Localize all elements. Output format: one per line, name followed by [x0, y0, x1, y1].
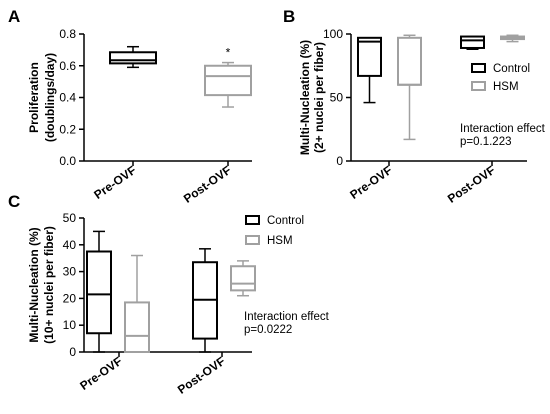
legend-swatch: [471, 81, 486, 91]
panel-letter: A: [8, 7, 20, 26]
x-tick-label: Post-OVF: [445, 163, 498, 206]
box-iqr: [86, 250, 112, 335]
legend-label: Control: [493, 63, 530, 75]
panel-letter: C: [8, 192, 20, 211]
interaction-effect-label: Interaction effect: [460, 123, 546, 135]
y-tick-label: 0.2: [59, 122, 76, 136]
y-tick-label: 0: [336, 154, 343, 168]
panel-b: B 0 50 100 Pre-OVF Post-OVF Multi-Nucleation (…: [283, 7, 546, 206]
box-plot: [109, 45, 157, 69]
y-tick-label: 50: [330, 91, 344, 105]
y-tick-label: 0.8: [59, 27, 76, 41]
panel-a: A 0.0 0.2 0.4 0.6 0.8 Pre-OVF Post-OVF Prolifera…: [8, 7, 252, 206]
y-tick-label: 0.4: [59, 91, 76, 105]
y-axis-subtitle: (10+ nuclei per fiber): [42, 226, 56, 344]
y-axis-subtitle: (doublings/day): [43, 53, 57, 142]
box-plot: [230, 260, 256, 297]
box-plot: [124, 254, 150, 354]
box-plot: [460, 35, 485, 50]
interaction-effect-label: Interaction effect: [244, 311, 330, 323]
y-axis-title: Proliferation: [27, 62, 41, 133]
legend-label: HSM: [267, 235, 293, 247]
x-tick-label: Pre-OVF: [77, 354, 124, 393]
box-iqr: [460, 35, 485, 49]
y-tick-label: 40: [63, 238, 77, 252]
x-tick-label: Post-OVF: [181, 163, 234, 206]
box-iqr: [397, 36, 422, 86]
x-tick-label: Post-OVF: [175, 354, 228, 397]
legend-swatch: [471, 63, 486, 73]
box-iqr: [357, 36, 382, 77]
box-plot: [192, 248, 218, 353]
y-axis-title: Multi-Nucleation (%): [27, 227, 41, 342]
y-axis-title: Multi-Nucleation (%): [298, 40, 312, 155]
legend-swatch: [245, 235, 260, 245]
y-tick-label: 30: [63, 265, 77, 279]
box-iqr: [230, 265, 256, 292]
y-tick-label: 100: [323, 27, 343, 41]
box-plot: [397, 34, 422, 141]
x-tick-label: Pre-OVF: [91, 163, 138, 202]
box-plot: *: [204, 46, 252, 108]
legend-label: Control: [267, 215, 304, 227]
box-plot: [500, 34, 525, 43]
interaction-p-value: p=0.0222: [244, 324, 292, 336]
panel-c: C 0 10 20 30 40 50 Pre-OVF Post-OVF Multi-Nucleat…: [8, 192, 330, 397]
y-tick-label: 0.6: [59, 59, 76, 73]
box-plot: [86, 230, 112, 353]
box-iqr: [204, 64, 252, 97]
y-axis-subtitle: (2+ nuclei per fiber): [312, 42, 326, 153]
x-tick-label: Pre-OVF: [347, 163, 394, 202]
legend-swatch: [245, 215, 260, 225]
y-tick-label: 0.0: [59, 154, 76, 168]
legend-label: HSM: [493, 81, 519, 93]
y-tick-label: 10: [63, 318, 77, 332]
box-plot: [357, 36, 382, 104]
box-iqr: [109, 51, 157, 65]
y-tick-label: 0: [69, 345, 76, 359]
significance-marker: *: [226, 46, 231, 60]
panel-letter: B: [283, 7, 295, 26]
y-tick-label: 50: [63, 211, 77, 225]
y-tick-label: 20: [63, 291, 77, 305]
box-iqr: [124, 301, 150, 354]
interaction-p-value: p=0.1.223: [460, 136, 511, 148]
